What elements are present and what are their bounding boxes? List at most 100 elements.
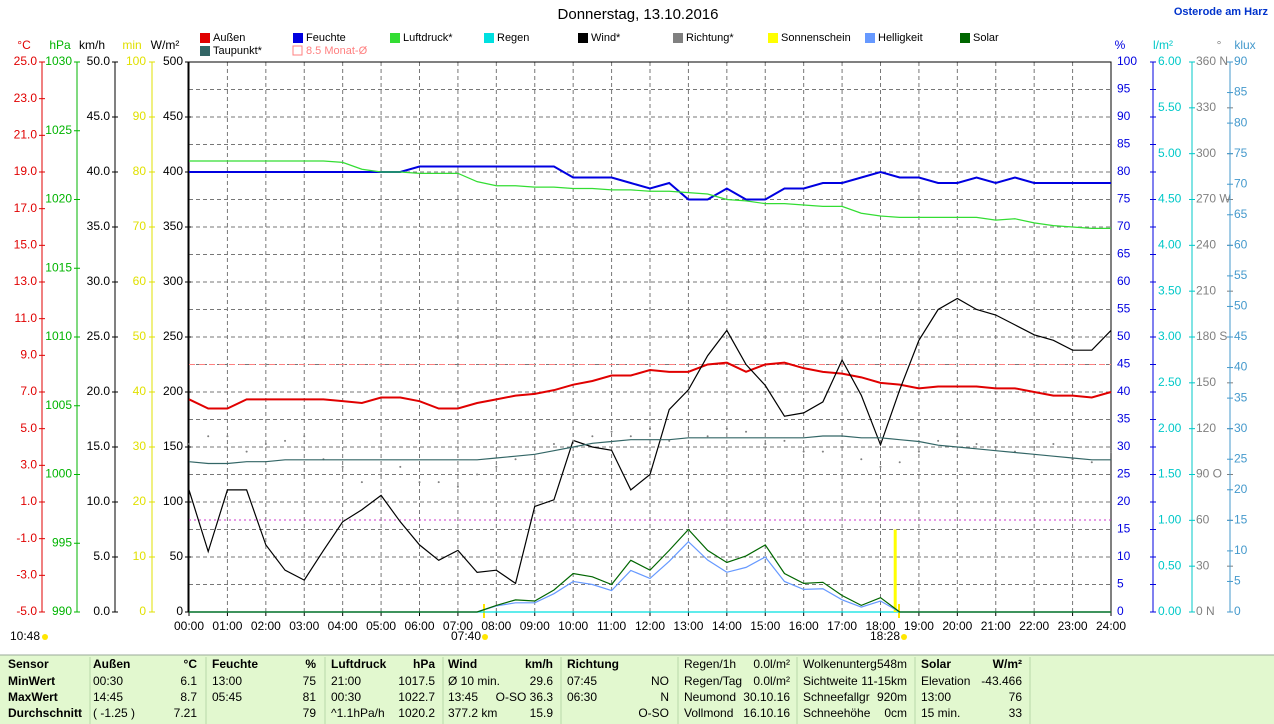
- y-tick-label: 25: [1234, 451, 1248, 465]
- legend-label: Taupunkt*: [213, 45, 263, 57]
- table-cell: Sensor: [8, 657, 49, 671]
- table-cell: 0.0l/m²: [753, 657, 790, 671]
- y-tick-label: 1030: [45, 54, 72, 68]
- direction-dot: [476, 473, 479, 476]
- direction-dot: [456, 485, 459, 488]
- y-tick-label: 35: [1234, 390, 1248, 404]
- y-tick-label: 1020: [45, 192, 72, 206]
- y-tick-label: 85: [1234, 85, 1248, 99]
- table-cell: NO: [651, 674, 669, 688]
- location: Osterode am Harz: [1174, 6, 1269, 18]
- legend-label: Richtung*: [686, 32, 734, 44]
- table-cell: Regen/1h: [684, 657, 736, 671]
- legend-label: Feuchte: [306, 32, 346, 44]
- table-cell: O-SO: [638, 706, 669, 720]
- table-cell: 79: [303, 706, 317, 720]
- x-tick-label: 07:00: [443, 619, 473, 633]
- x-tick-label: 19:00: [904, 619, 934, 633]
- y-tick-label: 21.0: [14, 128, 38, 142]
- legend-swatch: [673, 33, 683, 43]
- direction-dot: [668, 439, 671, 442]
- y-tick-label: 65: [1117, 247, 1131, 261]
- y-tick-label: 25.0: [14, 54, 38, 68]
- x-tick-label: 09:00: [520, 619, 550, 633]
- table-cell: 377.2 km: [448, 706, 497, 720]
- table-cell: O-SO 36.3: [496, 690, 554, 704]
- sunshine-bar: [893, 529, 897, 612]
- x-tick-label: 13:00: [673, 619, 703, 633]
- direction-dot: [841, 446, 844, 448]
- legend-label: Solar: [973, 32, 999, 44]
- y-tick-label: 80: [133, 164, 147, 178]
- y-tick-label: 35.0: [87, 219, 111, 233]
- table-cell: ^1.1hPa/h: [331, 706, 385, 720]
- table-cell: 920m: [877, 690, 907, 704]
- y-tick-label: 23.0: [14, 91, 38, 105]
- table-cell: MinWert: [8, 674, 55, 688]
- sun-icon: [901, 634, 907, 640]
- table-cell: Außen: [93, 657, 130, 671]
- legend-label: Außen: [213, 32, 245, 44]
- legend-swatch: [200, 46, 210, 56]
- table-cell: 00:30: [93, 674, 123, 688]
- table-cell: 1022.7: [398, 690, 435, 704]
- sunset: 18:28: [870, 629, 900, 643]
- chart-title: Donnerstag, 13.10.2016: [558, 6, 719, 23]
- direction-dot: [591, 435, 594, 438]
- sunrise: 07:40: [451, 629, 481, 643]
- daylength: 10:48: [10, 629, 40, 643]
- y-tick-label: 10: [133, 549, 147, 563]
- y-tick-label: 85: [1117, 137, 1131, 151]
- table-cell: Feuchte: [212, 657, 258, 671]
- y-tick-label: 6.00: [1158, 54, 1182, 68]
- x-tick-label: 01:00: [212, 619, 242, 633]
- y-tick-label: 0: [1117, 604, 1124, 618]
- table-cell: 75: [303, 674, 317, 688]
- series-line: [188, 297, 1112, 585]
- table-cell: 11-15km: [861, 674, 907, 688]
- table-cell: Solar: [921, 657, 951, 671]
- x-tick-label: 12:00: [635, 619, 665, 633]
- y-tick-label: 90 O: [1196, 467, 1222, 481]
- table-cell: 30.10.16: [743, 690, 790, 704]
- direction-dot: [898, 461, 901, 464]
- legend-label: Wind*: [591, 32, 621, 44]
- y-tick-label: 180 S: [1196, 329, 1227, 343]
- table-cell: 1017.5: [398, 674, 435, 688]
- y-tick-label: 45: [1234, 329, 1248, 343]
- y-tick-label: 995: [52, 535, 72, 549]
- axis-unit: °C: [17, 38, 31, 52]
- table-cell: Durchschnitt: [8, 706, 82, 720]
- axis-unit: %: [1115, 38, 1126, 52]
- y-tick-label: 1.50: [1158, 467, 1182, 481]
- y-tick-label: 150: [1196, 375, 1216, 389]
- x-tick-label: 21:00: [981, 619, 1011, 633]
- y-tick-label: 40: [1117, 384, 1131, 398]
- direction-dot: [1090, 461, 1093, 464]
- direction-dot: [783, 439, 786, 442]
- y-tick-label: 330: [1196, 100, 1216, 114]
- direction-dot: [879, 465, 882, 468]
- y-tick-label: 60: [133, 274, 147, 288]
- y-tick-label: 60: [1234, 238, 1248, 252]
- y-tick-label: 80: [1234, 115, 1248, 129]
- y-tick-label: 50: [1234, 299, 1248, 313]
- y-tick-label: 55: [1234, 268, 1248, 282]
- y-tick-label: 20: [1117, 494, 1131, 508]
- y-tick-label: 65: [1234, 207, 1248, 221]
- y-tick-label: 70: [1117, 219, 1131, 233]
- direction-dot: [207, 435, 210, 438]
- direction-dot: [745, 430, 748, 433]
- y-tick-label: 40: [1234, 360, 1248, 374]
- legend-label: Regen: [497, 32, 529, 44]
- table-cell: 05:45: [212, 690, 242, 704]
- y-tick-label: 30.0: [87, 274, 111, 288]
- axis-unit: km/h: [79, 38, 105, 52]
- table-cell: 21:00: [331, 674, 361, 688]
- legend-swatch: [200, 33, 210, 43]
- y-tick-label: 60: [1117, 274, 1131, 288]
- direction-dot: [629, 435, 632, 438]
- y-tick-label: 200: [163, 384, 183, 398]
- direction-dot: [437, 481, 440, 484]
- y-tick-label: 5.0: [20, 421, 37, 435]
